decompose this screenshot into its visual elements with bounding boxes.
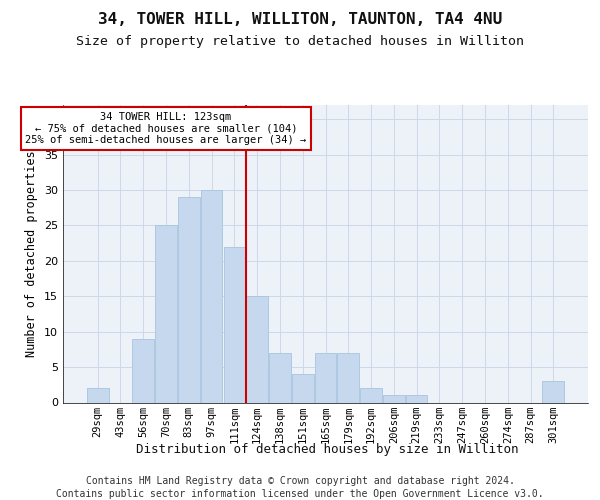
Bar: [155, 226, 177, 402]
Y-axis label: Number of detached properties: Number of detached properties: [25, 150, 38, 357]
Text: Contains public sector information licensed under the Open Government Licence v3: Contains public sector information licen…: [56, 489, 544, 499]
Bar: [201, 190, 223, 402]
Text: Distribution of detached houses by size in Williton: Distribution of detached houses by size …: [136, 442, 518, 456]
Bar: [178, 197, 200, 402]
Text: 34, TOWER HILL, WILLITON, TAUNTON, TA4 4NU: 34, TOWER HILL, WILLITON, TAUNTON, TA4 4…: [98, 12, 502, 28]
Bar: [542, 381, 564, 402]
Text: Size of property relative to detached houses in Williton: Size of property relative to detached ho…: [76, 35, 524, 48]
Bar: [360, 388, 382, 402]
Bar: [133, 339, 154, 402]
Bar: [406, 396, 427, 402]
Bar: [269, 353, 291, 403]
Text: Contains HM Land Registry data © Crown copyright and database right 2024.: Contains HM Land Registry data © Crown c…: [86, 476, 514, 486]
Bar: [337, 353, 359, 403]
Bar: [292, 374, 314, 402]
Text: 34 TOWER HILL: 123sqm
← 75% of detached houses are smaller (104)
25% of semi-det: 34 TOWER HILL: 123sqm ← 75% of detached …: [25, 112, 307, 146]
Bar: [247, 296, 268, 403]
Bar: [224, 246, 245, 402]
Bar: [87, 388, 109, 402]
Bar: [314, 353, 337, 403]
Bar: [383, 396, 404, 402]
